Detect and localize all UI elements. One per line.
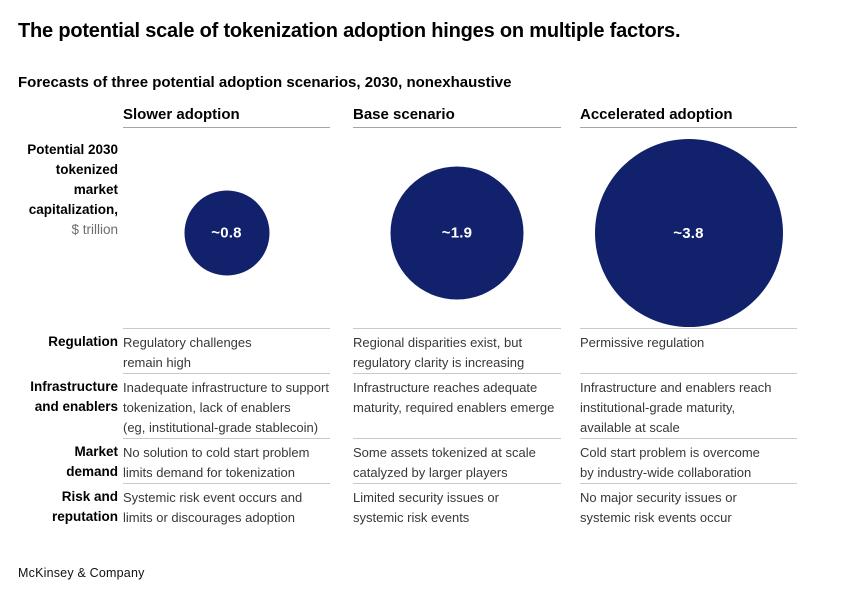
bubble-cell-slower-adoption: ~0.8 [123, 128, 330, 328]
metric-label: Potential 2030 tokenized market capitali… [18, 128, 118, 328]
bubble-value-accelerated-adoption: ~3.8 [673, 224, 704, 242]
page-title: The potential scale of tokenization adop… [18, 20, 681, 42]
cell-infrastructure-slower: Inadequate infrastructure to support tok… [123, 373, 330, 438]
column-header-slower-adoption: Slower adoption [123, 106, 330, 128]
cell-risk-reputation-accelerated: No major security issues or systemic ris… [580, 483, 797, 528]
factor-row-risk-reputation: Risk and reputation Systemic risk event … [18, 483, 808, 528]
bubble-cell-base-scenario: ~1.9 [353, 128, 561, 328]
factor-label-market-demand: Market demand [66, 444, 118, 479]
bubble-cell-accelerated-adoption: ~3.8 [580, 128, 797, 328]
metric-label-main: Potential 2030 tokenized market capitali… [27, 142, 118, 217]
exhibit-subtitle: Forecasts of three potential adoption sc… [18, 74, 512, 91]
scenario-header-row: Slower adoption Base scenario Accelerate… [18, 106, 808, 128]
header-spacer [18, 106, 118, 128]
cell-infrastructure-accelerated: Infrastructure and enablers reach instit… [580, 373, 797, 438]
column-header-accelerated-adoption: Accelerated adoption [580, 106, 797, 128]
cell-regulation-accelerated: Permissive regulation [580, 328, 797, 373]
cell-infrastructure-base: Infrastructure reaches adequate maturity… [353, 373, 561, 438]
footer-wordmark: McKinsey & Company [18, 566, 145, 580]
cell-regulation-base: Regional disparities exist, but regulato… [353, 328, 561, 373]
cell-market-demand-accelerated: Cold start problem is overcome by indust… [580, 438, 797, 483]
cell-risk-reputation-slower: Systemic risk event occurs and limits or… [123, 483, 330, 528]
factor-label-infrastructure: Infrastructure and enablers [30, 379, 118, 414]
factor-label-regulation: Regulation [48, 334, 118, 349]
metric-label-unit: $ trillion [71, 222, 118, 237]
cell-risk-reputation-base: Limited security issues or systemic risk… [353, 483, 561, 528]
factor-row-market-demand: Market demand No solution to cold start … [18, 438, 808, 483]
bubble-value-base-scenario: ~1.9 [441, 224, 473, 242]
bubble-base-scenario: ~1.9 [390, 166, 524, 300]
cell-market-demand-base: Some assets tokenized at scale catalyzed… [353, 438, 561, 483]
factor-row-regulation: Regulation Regulatory challenges remain … [18, 328, 808, 373]
cell-market-demand-slower: No solution to cold start problem limits… [123, 438, 330, 483]
bubble-slower-adoption: ~0.8 [184, 190, 269, 276]
bubble-row: Potential 2030 tokenized market capitali… [18, 128, 808, 328]
bubble-value-slower-adoption: ~0.8 [211, 224, 242, 242]
column-header-base-scenario: Base scenario [353, 106, 561, 128]
cell-regulation-slower: Regulatory challenges remain high [123, 328, 330, 373]
factor-label-risk-reputation: Risk and reputation [52, 489, 118, 524]
figure: Slower adoption Base scenario Accelerate… [18, 106, 808, 528]
factor-row-infrastructure: Infrastructure and enablers Inadequate i… [18, 373, 808, 438]
bubble-accelerated-adoption: ~3.8 [594, 139, 783, 327]
